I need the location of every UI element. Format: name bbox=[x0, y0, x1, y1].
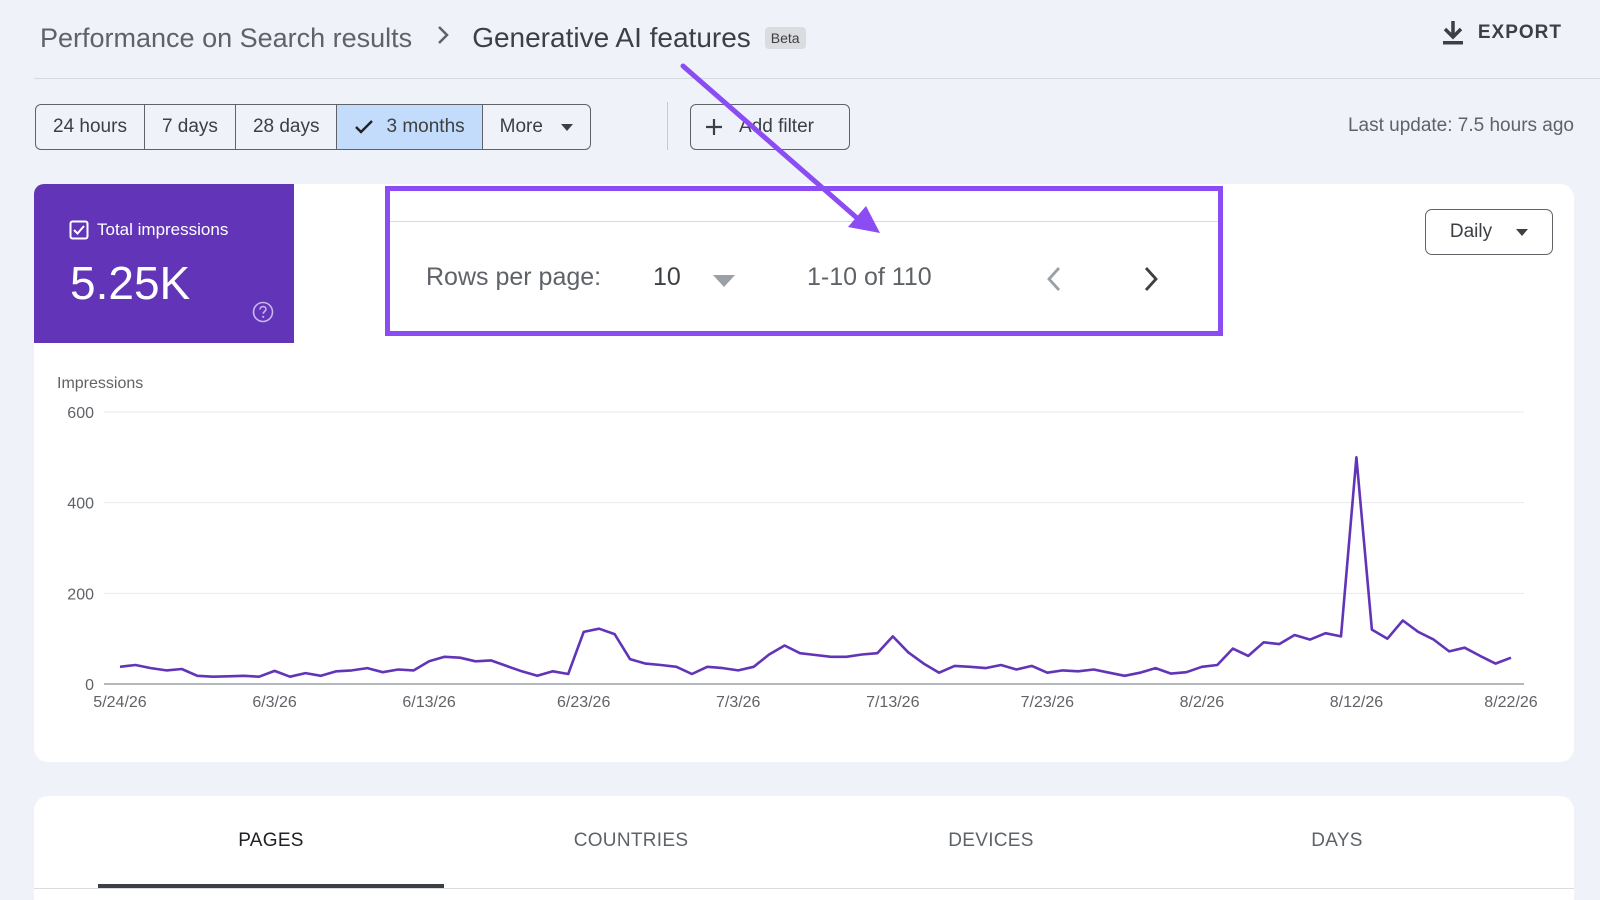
dimension-tabs: PAGES COUNTRIES DEVICES DAYS bbox=[34, 796, 1574, 900]
range-more-dropdown[interactable]: More bbox=[483, 105, 590, 149]
chart-series bbox=[119, 456, 1512, 679]
export-label: EXPORT bbox=[1477, 22, 1562, 43]
y-tick-label: 200 bbox=[67, 586, 94, 603]
active-tab-indicator bbox=[98, 884, 444, 888]
range-28-days-button[interactable]: 28 days bbox=[236, 105, 338, 149]
breadcrumb-performance[interactable]: Performance on Search results bbox=[40, 22, 413, 53]
range-label: 28 days bbox=[252, 116, 320, 137]
y-tick-label: 400 bbox=[67, 496, 94, 513]
pager-divider bbox=[390, 221, 1218, 222]
rows-per-page-select[interactable]: 10 bbox=[653, 263, 681, 291]
range-label: 3 months bbox=[386, 116, 465, 137]
beta-badge: Beta bbox=[764, 27, 806, 49]
toolbar-separator bbox=[667, 102, 668, 150]
x-tick-label: 7/3/26 bbox=[716, 694, 761, 711]
y-axis-ticks: 0 200 400 600 bbox=[67, 405, 94, 694]
caret-down-icon bbox=[1516, 228, 1529, 236]
chevron-right-icon[interactable] bbox=[1141, 265, 1161, 293]
impressions-chart: Impressions 0 200 400 600 5/24/26 6/3/26 6/13… bbox=[57, 375, 1538, 711]
pagination-highlight-box: Rows per page: 10 1-10 of 110 bbox=[385, 186, 1223, 336]
granularity-dropdown[interactable]: Daily bbox=[1425, 209, 1553, 255]
x-tick-label: 6/23/26 bbox=[557, 694, 610, 711]
add-filter-button[interactable]: Add filter bbox=[690, 104, 850, 150]
x-tick-label: 8/2/26 bbox=[1180, 694, 1225, 711]
x-tick-label: 8/12/26 bbox=[1330, 694, 1383, 711]
range-7-days-button[interactable]: 7 days bbox=[145, 105, 236, 149]
tab-countries[interactable]: COUNTRIES bbox=[573, 830, 689, 851]
x-tick-label: 7/23/26 bbox=[1021, 694, 1074, 711]
header-divider bbox=[34, 78, 1600, 79]
download-icon bbox=[1442, 21, 1463, 45]
breadcrumb-chevron-icon bbox=[436, 24, 450, 53]
help-icon[interactable] bbox=[252, 301, 274, 323]
tab-days[interactable]: DAYS bbox=[1311, 830, 1363, 851]
range-label: 7 days bbox=[161, 116, 218, 137]
metric-value: 5.25K bbox=[70, 257, 191, 309]
x-tick-label: 5/24/26 bbox=[93, 694, 146, 711]
impressions-series-line bbox=[119, 456, 1512, 679]
y-tick-label: 600 bbox=[67, 405, 94, 422]
granularity-label: Daily bbox=[1449, 221, 1493, 242]
caret-down-icon[interactable] bbox=[713, 275, 735, 287]
x-tick-label: 7/13/26 bbox=[866, 694, 919, 711]
total-impressions-metric[interactable]: Total impressions 5.25K bbox=[34, 184, 294, 343]
check-icon bbox=[355, 120, 374, 134]
caret-down-icon bbox=[560, 123, 573, 131]
x-axis-ticks: 5/24/26 6/3/26 6/13/26 6/23/26 7/3/26 7/13/26… bbox=[93, 694, 1537, 711]
y-tick-label: 0 bbox=[85, 677, 94, 694]
metric-header: Total impressions bbox=[69, 220, 228, 240]
add-filter-label: Add filter bbox=[739, 116, 814, 137]
range-24-hours-button[interactable]: 24 hours bbox=[36, 105, 145, 149]
checkbox-checked-icon[interactable] bbox=[69, 220, 89, 240]
pagination-range-text: 1-10 of 110 bbox=[807, 263, 932, 291]
date-range-selector: 24 hours 7 days 28 days 3 months More bbox=[35, 104, 591, 150]
tabs-divider bbox=[34, 888, 1574, 889]
export-button[interactable]: EXPORT bbox=[1442, 20, 1562, 46]
page-title: Generative AI features bbox=[472, 22, 751, 53]
x-tick-label: 6/3/26 bbox=[252, 694, 297, 711]
x-tick-label: 6/13/26 bbox=[402, 694, 455, 711]
page-header: Performance on Search results Generative… bbox=[40, 18, 1562, 58]
chart-grid bbox=[104, 411, 1524, 685]
last-update-text: Last update: 7.5 hours ago bbox=[1347, 115, 1574, 136]
y-axis-label: Impressions bbox=[57, 375, 143, 392]
range-label: 24 hours bbox=[53, 116, 127, 137]
range-label: More bbox=[499, 116, 543, 137]
range-3-months-button[interactable]: 3 months bbox=[337, 105, 483, 149]
tab-devices[interactable]: DEVICES bbox=[948, 830, 1034, 851]
metric-label: Total impressions bbox=[97, 220, 229, 239]
rows-per-page-label: Rows per page: bbox=[426, 263, 602, 291]
plus-icon bbox=[706, 119, 722, 135]
x-tick-label: 8/22/26 bbox=[1484, 694, 1537, 711]
tab-pages[interactable]: PAGES bbox=[238, 830, 304, 851]
chevron-left-icon[interactable] bbox=[1044, 265, 1064, 293]
